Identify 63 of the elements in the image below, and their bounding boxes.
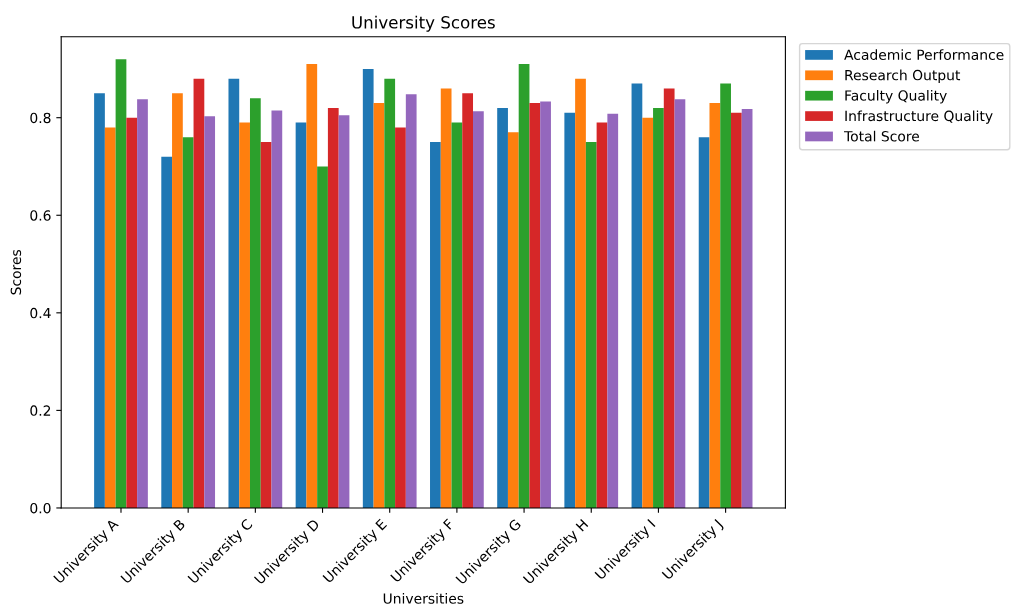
bar [172,93,183,508]
bar [564,112,576,508]
bar [260,142,272,508]
bar [529,103,541,508]
legend-label: Infrastructure Quality [845,110,993,124]
bar [585,142,597,508]
legend-label: Faculty Quality [845,89,947,104]
bar [507,132,519,508]
y-axis-title: Scores [10,249,22,295]
bar [317,166,328,508]
legend-label: Academic Performance [844,49,1004,60]
chart-title: University Scores [352,15,495,32]
bar [473,111,484,508]
y-tick-label: 0.6 [30,210,51,221]
bar [182,137,194,508]
bar [271,110,283,508]
bar [462,93,474,508]
bar [631,83,643,508]
bar [405,94,417,508]
bar [373,103,385,508]
bar [596,122,608,508]
legend-label: Research Output [845,69,961,84]
bar [642,117,654,508]
bar [362,68,374,508]
legend-label: Total Score [843,130,920,142]
y-tick-label: 0.4 [30,307,51,319]
bar [741,108,753,508]
bar [698,137,710,508]
bar [204,116,216,508]
bar [663,88,675,508]
bar [440,88,452,508]
bar [126,117,138,508]
bar [104,127,116,508]
bar [115,59,127,508]
bar [497,107,508,508]
bar [384,78,396,508]
y-tick-label: 0.8 [30,112,51,124]
bar [395,127,406,508]
bar [575,78,586,508]
bar [249,98,261,508]
bar [720,83,731,508]
bar [518,64,530,508]
bar [674,99,686,508]
bar [193,78,205,508]
x-axis-title: Universities [383,593,464,604]
bar [430,142,441,508]
bar [161,156,173,508]
bar [94,93,105,508]
bar [730,112,742,508]
bar [228,78,240,508]
y-tick-label: 0.0 [30,502,51,514]
bar [239,122,250,508]
bar [607,113,619,508]
bar [451,122,463,508]
bar [653,107,664,508]
bar [338,115,350,508]
bar [327,107,339,508]
bar [540,101,551,508]
bar [306,64,318,508]
bar [295,122,307,508]
bar [137,99,148,508]
bar [709,103,721,508]
y-tick-label: 0.2 [30,405,51,416]
